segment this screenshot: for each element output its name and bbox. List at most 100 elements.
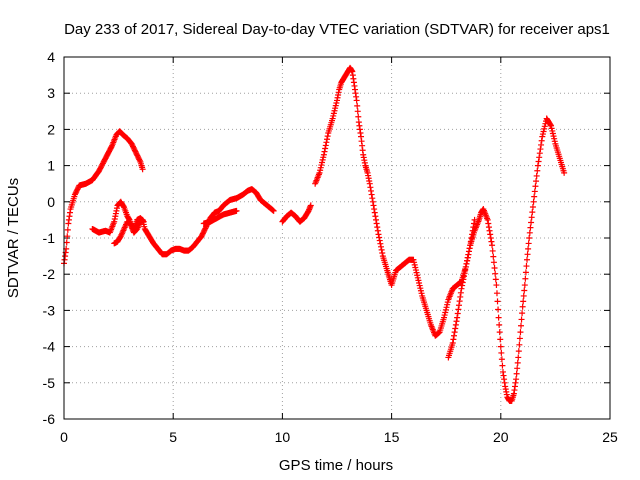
data-point	[307, 202, 314, 209]
data-point	[490, 259, 497, 266]
data-point	[457, 293, 464, 300]
y-tick-label: 3	[47, 85, 55, 101]
data-point	[373, 216, 379, 223]
data-point	[534, 162, 541, 169]
data-point	[322, 145, 329, 152]
data-point	[493, 290, 500, 297]
data-point	[493, 282, 500, 289]
data-point	[537, 146, 544, 153]
data-point	[324, 133, 331, 140]
data-point	[499, 362, 506, 369]
data-point	[498, 356, 505, 363]
data-points	[61, 64, 568, 404]
data-point	[368, 191, 375, 198]
data-point	[516, 341, 523, 348]
data-point	[496, 329, 503, 336]
data-point	[452, 325, 459, 332]
data-point	[486, 227, 493, 234]
data-point	[376, 237, 383, 244]
data-point	[371, 209, 378, 216]
data-point	[366, 180, 373, 187]
data-point	[520, 298, 527, 305]
data-point	[538, 137, 545, 144]
data-point	[140, 217, 147, 224]
x-tick-label: 0	[60, 429, 68, 445]
data-point	[454, 310, 461, 317]
data-point	[526, 229, 533, 236]
data-point	[485, 220, 492, 227]
data-point	[371, 206, 378, 213]
data-point	[375, 231, 382, 238]
chart-title: Day 233 of 2017, Sidereal Day-to-day VTE…	[64, 21, 610, 38]
data-point	[517, 329, 524, 336]
data-point	[536, 154, 543, 161]
data-point	[513, 370, 520, 377]
x-tick-label: 15	[384, 429, 400, 445]
y-tick-label: -6	[43, 411, 56, 427]
data-point	[459, 279, 466, 286]
data-point	[460, 276, 467, 283]
data-point	[372, 213, 379, 220]
data-point	[463, 260, 470, 267]
data-point	[63, 239, 70, 246]
data-point	[528, 214, 535, 221]
data-point	[488, 238, 495, 245]
data-point	[467, 242, 474, 249]
x-tick-label: 5	[169, 429, 177, 445]
data-point	[456, 298, 463, 305]
data-point	[513, 376, 520, 383]
plot-frame	[63, 56, 611, 420]
data-point	[519, 310, 526, 317]
data-point	[369, 195, 376, 202]
data-point	[518, 322, 525, 329]
data-point	[461, 270, 468, 277]
data-point	[485, 224, 492, 231]
data-point	[455, 302, 462, 309]
y-tick-label: 1	[47, 158, 55, 174]
y-tick-label: -1	[43, 230, 56, 246]
data-point	[533, 178, 540, 185]
data-point	[320, 151, 327, 158]
data-point	[516, 335, 523, 342]
data-point	[531, 188, 538, 195]
data-point	[453, 318, 460, 325]
y-tick-label: 4	[47, 49, 55, 65]
data-point	[374, 227, 381, 234]
data-point	[467, 238, 474, 245]
data-point	[233, 207, 240, 214]
data-point	[378, 246, 385, 253]
data-point	[370, 202, 377, 209]
x-tick-label: 10	[275, 429, 291, 445]
data-point	[379, 249, 386, 256]
data-point	[136, 157, 143, 164]
data-point	[519, 303, 526, 310]
data-point	[533, 172, 540, 179]
data-point	[321, 148, 328, 155]
data-point	[525, 240, 532, 247]
data-point	[531, 193, 538, 200]
y-tick-label: -3	[43, 302, 56, 318]
data-point	[464, 254, 471, 261]
x-axis-label: GPS time / hours	[279, 457, 393, 474]
data-point	[538, 141, 545, 148]
data-point	[536, 150, 543, 157]
data-point	[518, 316, 525, 323]
data-point	[64, 233, 71, 240]
data-point	[64, 226, 71, 233]
data-point	[492, 270, 499, 277]
x-tick-label: 25	[602, 429, 618, 445]
y-tick-label: -2	[43, 266, 56, 282]
data-point	[377, 240, 384, 247]
data-point	[522, 275, 529, 282]
data-point	[487, 231, 494, 238]
data-point	[454, 314, 461, 321]
data-point	[490, 253, 497, 260]
data-point	[464, 257, 471, 264]
data-point	[524, 256, 531, 263]
data-point	[458, 285, 465, 292]
data-point	[323, 139, 330, 146]
data-point	[532, 183, 539, 190]
data-point	[374, 224, 381, 231]
data-point	[368, 187, 375, 194]
